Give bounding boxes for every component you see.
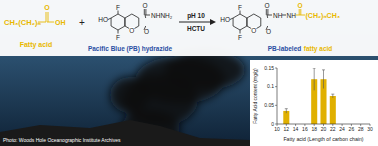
error-line [332,94,333,98]
error-bar [331,94,334,98]
error-line [314,68,315,90]
x-tick-label: 20 [321,126,327,132]
chain: (CH₂)ₙCH₃ [306,12,340,20]
chart-panel [250,60,378,146]
bars [283,68,336,124]
x-tick-label: 12 [284,126,290,132]
y-tick [275,86,277,87]
atom: O [142,2,147,9]
atom: F [116,4,120,11]
x-tick-label: 18 [311,126,317,132]
error-cap [322,69,325,70]
x-tick-label: 26 [349,126,355,132]
bond [46,12,47,22]
label-part: PB-labeled [268,45,302,52]
error-cap [313,68,316,69]
bond [266,9,267,15]
chart: 10 12141618 202224 262830 0 0.05 0.1 0.15 Fatty … [252,65,373,142]
photo [0,0,378,146]
y-tick [275,124,277,125]
compound-label: Pacific Blue (PB) hydrazide [88,45,173,53]
y-axis-label: Fatty Acid content (mg/g) [252,68,258,124]
y-tick [275,105,277,106]
error-bar [285,109,288,113]
arrowhead [210,19,216,25]
scheme: CH₃(CH₂)ₙOOHFatty acid+HOFFOOONHNH₂Pacif… [4,2,340,53]
atom: OH [55,19,66,26]
y-tick [275,68,277,69]
x-tick-label: 16 [302,126,308,132]
atom: NH [273,12,283,19]
atom: O [251,27,256,34]
bar [330,96,336,124]
condition: HCTU [187,25,205,32]
arrow [179,22,212,23]
formula: CH₃(CH₂)ₙ [4,18,41,27]
y-tick-label: 0.15 [264,65,274,71]
compound-label: Fatty acid [20,41,53,49]
bond [230,18,233,20]
atom: NHNH₂ [151,12,173,19]
x-axis-label: Fatty acid (Length of carbon chain) [283,136,363,142]
atom: HO [220,16,230,23]
atom-bg [251,27,256,33]
bond [47,22,54,23]
bond [108,18,111,20]
figure: CH₃(CH₂)ₙOOHFatty acid+HOFFOOONHNH₂Pacif… [0,0,378,146]
bond [145,15,147,18]
atom: HO [98,16,108,23]
bond [118,11,119,15]
atom: O [264,2,269,9]
atom: O [297,2,302,9]
bond [267,9,268,15]
x-tick-label: 24 [339,126,345,132]
atom: O [44,4,50,11]
bond [267,15,269,18]
condition: pH 10 [187,12,205,20]
y-tick-label: 0 [271,121,274,127]
smoke-plume [110,77,150,113]
bond [145,15,150,16]
bond [240,11,241,15]
atom: NH [287,12,297,19]
bond [144,9,145,15]
x-tick-label: 22 [330,126,336,132]
bond [300,9,301,15]
error-bar [322,70,325,89]
error-line [286,109,287,113]
bond [267,15,272,16]
y-axis [277,68,278,124]
error-cap [285,108,288,109]
x-tick-label: 30 [367,126,373,132]
bond [48,12,49,22]
atom: F [238,4,242,11]
rocks [0,120,250,146]
bond [282,15,286,16]
error-bar [313,68,316,90]
ring [233,14,247,30]
atom: F [238,34,242,41]
bond [38,22,46,23]
error-cap [331,94,334,95]
x-tick-label: 14 [293,126,299,132]
x-tick-label: 10 [274,126,280,132]
x-tick-label: 28 [358,126,364,132]
bond [300,15,305,16]
bond [145,9,146,15]
atom: O [129,27,134,34]
scheme-band [0,0,378,56]
label-part: fatty acid [304,45,333,53]
plus: + [79,17,85,28]
ring [111,14,125,30]
atom: O [266,28,271,35]
atom: F [116,34,120,41]
atom-bg [129,27,134,33]
y-tick-label: 0.1 [267,83,274,89]
error-line [323,70,324,89]
bond [299,9,300,15]
y-tick-label: 0.05 [264,102,274,108]
compound-label: PB-labeledfatty acid [268,45,333,53]
photo-credit: Photo: Woods Hole Oceanographic Institut… [3,137,121,143]
atom: O [144,28,149,35]
